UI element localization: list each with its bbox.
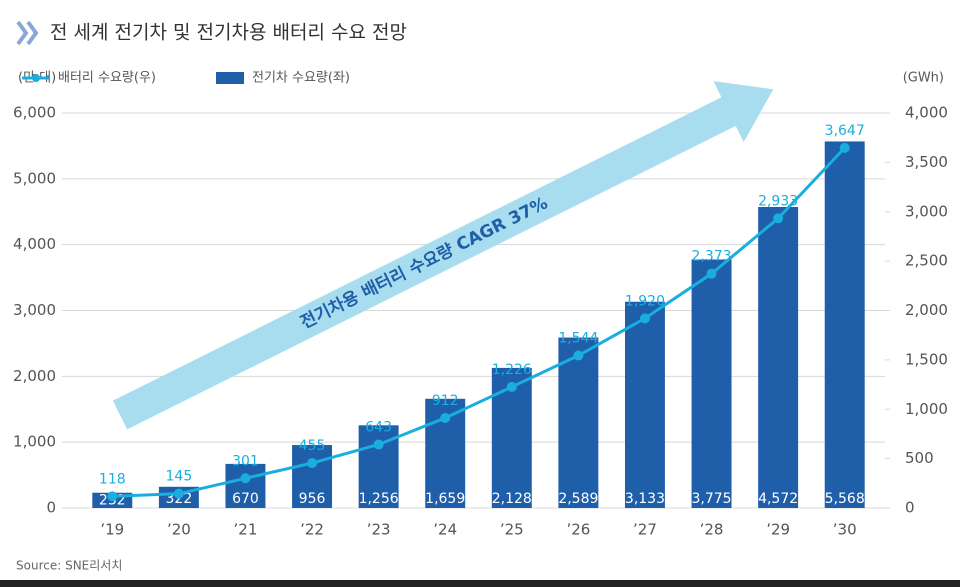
bar: [624, 301, 665, 508]
y-tick-label: 6,000: [13, 104, 56, 122]
y2-tick-label: 2,000: [905, 301, 948, 319]
bar: [225, 463, 266, 508]
line-value-label: 643: [365, 420, 392, 436]
bottom-bar: [0, 580, 960, 587]
bar-value-label: 670: [232, 491, 259, 507]
x-tick-label: ’24: [433, 521, 457, 539]
y2-tick-label: 4,000: [905, 104, 948, 122]
bar-value-label: 3,775: [691, 491, 731, 507]
bar-value-label: 1,659: [425, 491, 465, 507]
bar-value-label: 5,568: [825, 491, 865, 507]
bar-value-label: 956: [299, 491, 326, 507]
line-marker: [839, 142, 850, 153]
bar-value-label: 1,256: [359, 491, 399, 507]
line-marker: [307, 458, 318, 469]
bar: [292, 445, 333, 508]
line-marker: [373, 439, 384, 450]
line-marker: [773, 213, 784, 224]
y2-tick-label: 3,500: [905, 153, 948, 171]
x-tick-label: ’20: [167, 521, 191, 539]
arrow-shape: [112, 81, 774, 430]
line-value-label: 118: [99, 471, 126, 487]
x-tick-label: ’22: [300, 521, 324, 539]
line-marker: [240, 473, 251, 484]
bar-value-label: 3,133: [625, 491, 665, 507]
bar-value-label: 2,589: [558, 491, 598, 507]
y-tick-label: 4,000: [13, 235, 56, 253]
x-tick-label: ’25: [500, 521, 524, 539]
x-tick-label: ’21: [234, 521, 258, 539]
bar: [758, 207, 799, 508]
y2-tick-label: 0: [905, 499, 915, 517]
x-tick-label: ’29: [766, 521, 790, 539]
line-value-label: 1,920: [625, 293, 665, 309]
x-tick-label: ’23: [367, 521, 391, 539]
legend-swatch: [216, 72, 244, 84]
x-tick-label: ’26: [566, 521, 590, 539]
x-tick-label: ’30: [833, 521, 857, 539]
legend-label: 배터리 수요량(우): [58, 71, 156, 86]
line-value-label: 455: [299, 438, 326, 454]
line-value-label: 1,544: [558, 331, 598, 347]
bar: [691, 259, 732, 508]
chart-title: 전 세계 전기차 및 전기차용 배터리 수요 전망: [50, 22, 407, 44]
x-tick-label: ’19: [100, 521, 124, 539]
y2-axis-label: (GWh): [903, 71, 944, 86]
y-tick-label: 3,000: [13, 301, 56, 319]
line-value-label: 1,226: [492, 362, 532, 378]
line-marker: [440, 412, 451, 423]
bar-value-label: 2,128: [492, 491, 532, 507]
line-marker: [706, 268, 717, 279]
x-tick-label: ’27: [633, 521, 657, 539]
line-marker: [573, 350, 584, 361]
x-tick-label: ’28: [700, 521, 724, 539]
line-marker: [639, 313, 650, 324]
line-value-label: 2,933: [758, 193, 798, 209]
line-value-label: 3,647: [825, 123, 865, 139]
y-tick-label: 0: [46, 499, 56, 517]
line-marker: [173, 488, 184, 499]
line-value-label: 301: [232, 453, 259, 469]
line-marker: [107, 491, 118, 502]
title-icon: [16, 20, 39, 46]
y2-tick-label: 3,000: [905, 202, 948, 220]
y2-tick-label: 500: [905, 449, 934, 467]
legend-label: 전기차 수요량(좌): [252, 71, 350, 86]
y2-tick-label: 2,500: [905, 252, 948, 270]
line: [112, 146, 846, 498]
legend-marker: [32, 74, 40, 82]
bar: [824, 141, 865, 508]
bar-value-label: 4,572: [758, 491, 798, 507]
y2-tick-label: 1,000: [905, 400, 948, 418]
y-tick-label: 2,000: [13, 367, 56, 385]
bar: [558, 337, 599, 508]
source: Source: SNE리서치: [16, 559, 122, 573]
y-tick-label: 5,000: [13, 169, 56, 187]
line-value-label: 912: [432, 393, 459, 409]
line-value-label: 2,373: [691, 249, 731, 265]
y2-tick-label: 1,500: [905, 350, 948, 368]
y-tick-label: 1,000: [13, 433, 56, 451]
line-value-label: 145: [166, 469, 193, 485]
line-marker: [506, 381, 517, 392]
